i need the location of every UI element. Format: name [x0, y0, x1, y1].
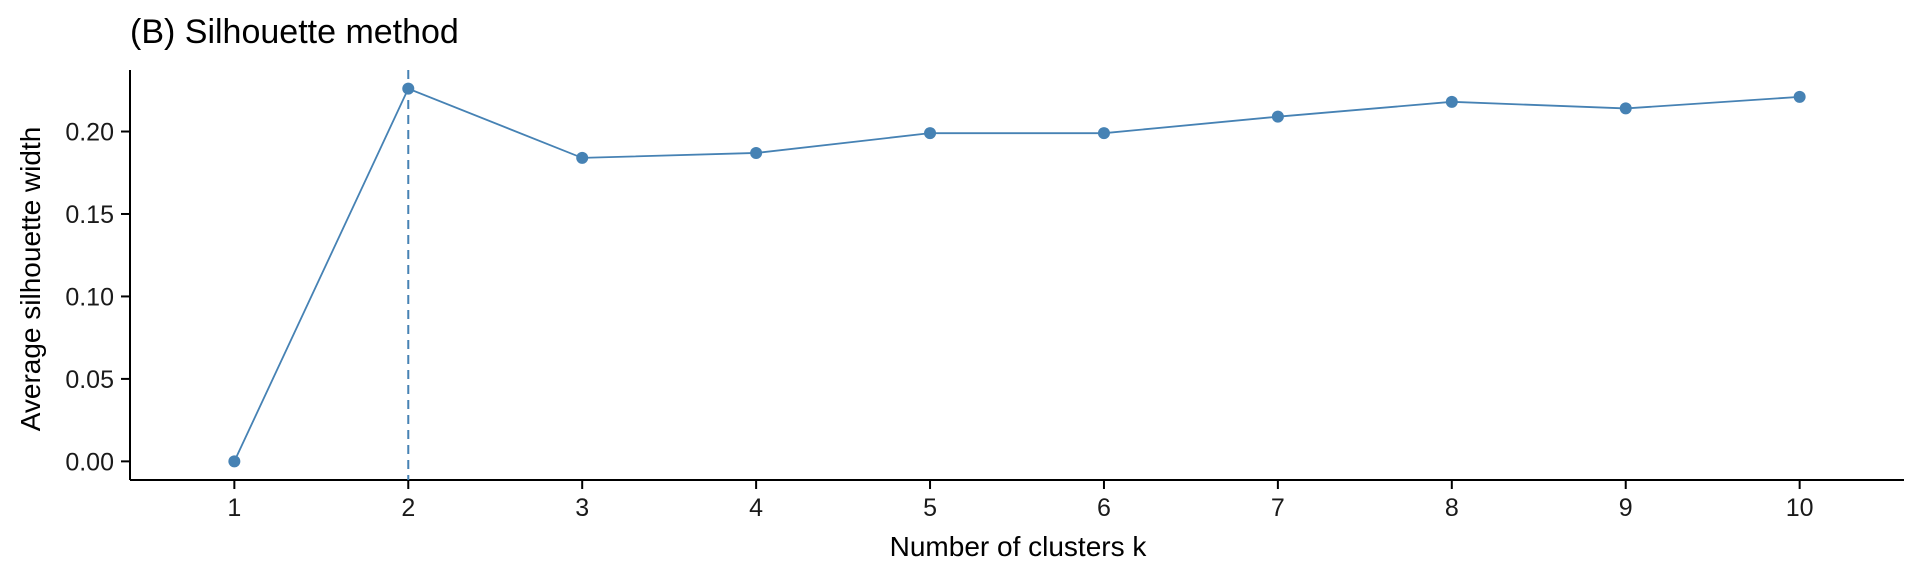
data-point [1097, 127, 1110, 140]
x-tick-label: 5 [923, 494, 937, 522]
x-tick-label: 7 [1271, 494, 1285, 522]
x-axis-title: Number of clusters k [890, 531, 1148, 562]
data-point [1793, 90, 1806, 103]
x-tick-label: 3 [575, 494, 589, 522]
x-tick-label: 4 [749, 494, 763, 522]
data-point [576, 151, 589, 164]
x-tick-label: 6 [1097, 494, 1111, 522]
plot-area: 0.00 0.05 0.10 0.15 0.20 1 2 3 4 5 6 7 8 9 10 [65, 70, 1904, 522]
data-point [750, 146, 763, 159]
data-point [1445, 95, 1458, 108]
x-tick-label: 2 [401, 494, 415, 522]
x-tick-label: 10 [1786, 494, 1814, 522]
y-tick-label: 0.20 [65, 119, 114, 147]
y-axis-title: Average silhouette width [15, 127, 46, 432]
chart-title: (B) Silhouette method [130, 13, 459, 51]
series-line [233, 87, 1800, 462]
data-point [1271, 110, 1284, 123]
x-tick-label: 9 [1619, 494, 1633, 522]
x-tick-label: 8 [1445, 494, 1459, 522]
x-tick-label: 1 [227, 494, 241, 522]
data-point [1619, 102, 1632, 115]
y-tick-label: 0.00 [65, 448, 114, 476]
data-point [228, 455, 241, 468]
y-tick-label: 0.10 [65, 283, 114, 311]
data-point [924, 127, 937, 140]
y-tick-label: 0.05 [65, 366, 114, 394]
y-tick-label: 0.15 [65, 201, 114, 229]
data-point [402, 82, 415, 95]
